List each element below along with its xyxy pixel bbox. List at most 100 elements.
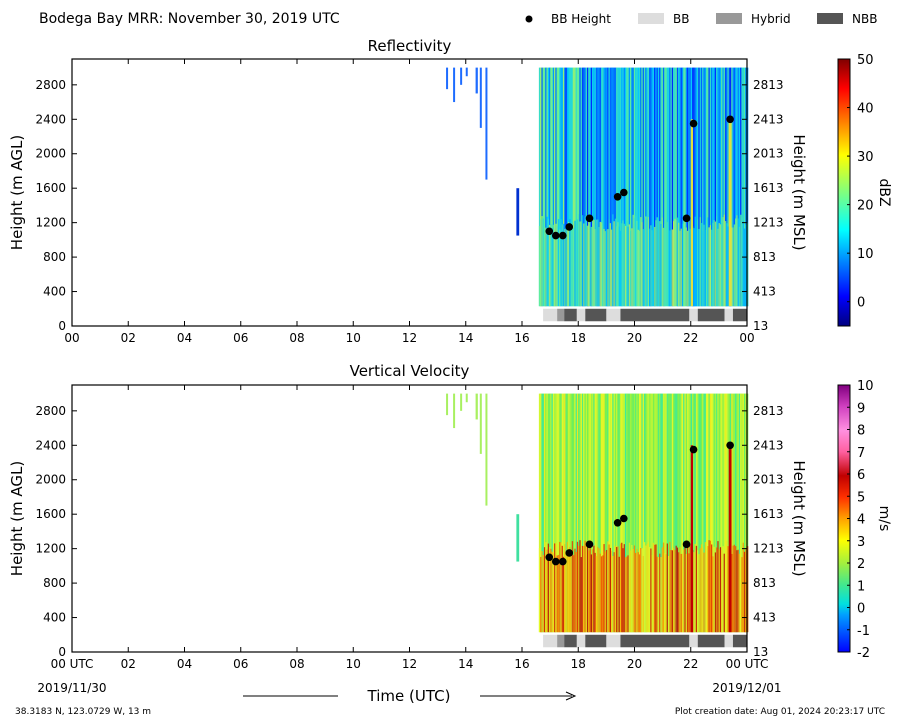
echo-column — [551, 228, 554, 307]
echo-column — [648, 228, 651, 307]
echo-column — [623, 223, 626, 307]
echo-column — [559, 229, 561, 307]
echo-column — [676, 217, 679, 307]
bb-type-segment — [724, 634, 733, 648]
echo-column — [671, 393, 674, 633]
echo-column — [632, 548, 635, 633]
y-tick-label-right: 13 — [753, 645, 768, 659]
x-tick-label: 02 — [121, 657, 136, 671]
echo-column — [617, 67, 620, 307]
echo-column — [561, 393, 564, 633]
echo-column — [717, 67, 720, 307]
x-tick-label: 18 — [571, 331, 586, 345]
echo-column — [559, 393, 561, 633]
echo-column — [599, 393, 602, 633]
echo-column — [573, 555, 575, 633]
echo-column — [516, 188, 520, 236]
echo-column — [635, 67, 637, 307]
echo-column — [709, 540, 712, 633]
echo-column — [546, 216, 549, 307]
echo-column — [655, 220, 658, 307]
y-tick-label: 2800 — [35, 404, 66, 418]
echo-column — [724, 393, 727, 633]
echo-column — [580, 557, 583, 633]
echo-column — [583, 223, 586, 307]
echo-column — [573, 67, 575, 307]
echo-column — [622, 393, 625, 633]
echo-column — [589, 541, 592, 633]
echo-column — [597, 393, 599, 633]
echo-column — [585, 224, 588, 307]
echo-column — [581, 215, 584, 307]
echo-column — [631, 228, 634, 307]
echo-column — [708, 67, 711, 307]
echo-column — [661, 67, 664, 307]
echo-column — [648, 393, 651, 633]
echo-column — [560, 542, 563, 633]
echo-column — [659, 221, 661, 307]
bb-type-segment — [606, 308, 621, 322]
echo-column — [585, 544, 588, 633]
echo-column — [741, 557, 744, 633]
echo-column — [552, 67, 555, 307]
echo-column — [626, 67, 629, 307]
echo-column — [579, 67, 582, 307]
echo-column — [698, 554, 701, 633]
bb-height-point — [551, 557, 560, 566]
y-tick-label-right: 2413 — [753, 438, 784, 452]
y-tick-label-right: 413 — [753, 611, 776, 625]
echo-column — [708, 393, 711, 633]
legend-nbb-label: NBB — [852, 12, 877, 26]
echo-column — [697, 393, 699, 633]
echo-column — [703, 67, 706, 307]
echo-column — [688, 67, 691, 307]
y-tick-label: 2800 — [35, 78, 66, 92]
echo-column — [621, 223, 624, 307]
echo-column — [475, 67, 478, 94]
colorbar-tick-label: 7 — [857, 446, 865, 461]
echo-column — [683, 223, 686, 307]
echo-column — [550, 67, 553, 307]
echo-column — [616, 67, 618, 307]
echo-column — [723, 67, 726, 307]
x-tick-label: 18 — [571, 657, 586, 671]
y-axis-label-right: Height (m MSL) — [790, 460, 808, 576]
echo-column — [611, 67, 613, 307]
echo-column — [738, 393, 741, 633]
echo-column — [700, 222, 703, 307]
echo-column — [589, 216, 592, 307]
echo-column — [632, 393, 635, 633]
echo-column — [628, 393, 631, 633]
echo-column — [657, 393, 660, 633]
x-tick-label: 22 — [683, 331, 698, 345]
echo-column — [603, 67, 606, 307]
echo-column — [713, 546, 716, 633]
echo-column — [727, 226, 730, 307]
echo-column — [699, 67, 702, 307]
echo-column — [546, 549, 549, 633]
echo-column — [635, 393, 637, 633]
echo-column — [719, 67, 722, 307]
legend-bb-height-label: BB Height — [551, 12, 611, 26]
echo-column — [559, 67, 561, 307]
echo-column — [579, 540, 582, 633]
echo-column — [645, 393, 648, 633]
echo-column — [745, 393, 748, 633]
echo-column — [598, 227, 601, 307]
echo-column — [597, 219, 599, 307]
y-tick-label-right: 13 — [753, 319, 768, 333]
echo-column — [599, 67, 602, 307]
echo-column — [740, 67, 742, 307]
echo-column — [719, 224, 722, 307]
echo-column — [728, 119, 732, 307]
echo-column — [655, 544, 658, 633]
echo-column — [685, 553, 688, 633]
echo-column — [562, 223, 565, 307]
bb-height-point — [565, 549, 574, 557]
echo-column — [678, 222, 680, 307]
echo-column — [686, 393, 689, 633]
y-axis-label-right: Height (m MSL) — [790, 134, 808, 250]
bb-type-segment — [557, 308, 565, 322]
echo-column — [723, 214, 726, 307]
